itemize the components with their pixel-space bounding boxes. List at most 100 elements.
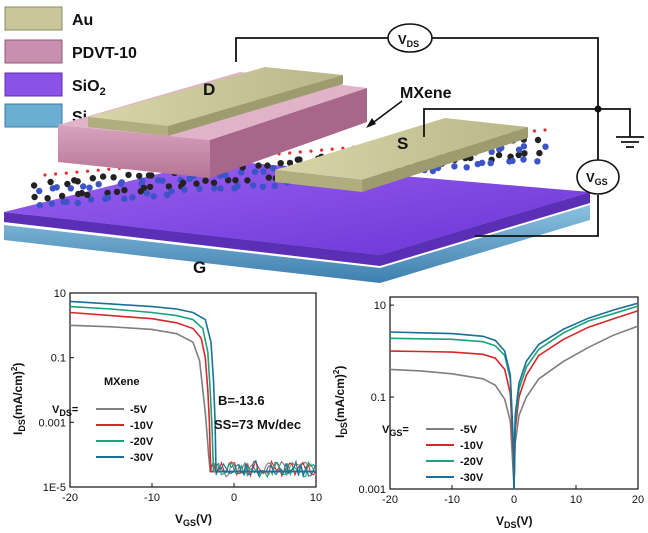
mxene-atom xyxy=(168,188,175,195)
mxene-atom xyxy=(36,187,43,195)
mxene-atom xyxy=(193,180,200,187)
mxene-atom xyxy=(31,193,38,201)
x-tick-label: -20 xyxy=(62,492,78,504)
pdvt-block-side xyxy=(210,88,367,178)
mxene-atom xyxy=(534,136,542,144)
mxene-atom xyxy=(320,148,324,152)
mxene-atom xyxy=(113,188,121,196)
mxene-atom xyxy=(543,128,547,132)
mxene-atom xyxy=(140,184,148,192)
mxene-atom xyxy=(288,151,292,155)
mxene-atom xyxy=(330,147,334,151)
mxene-atom xyxy=(478,159,486,166)
legend-label--10V: -10V xyxy=(460,440,484,452)
legend-label--10V: -10V xyxy=(130,420,154,432)
vds-meter: VDS xyxy=(387,23,433,53)
mxene-atom xyxy=(139,177,146,185)
legend-title: MXene xyxy=(104,376,139,388)
mxene-atom xyxy=(520,143,528,150)
mxene-atom xyxy=(63,198,70,206)
annotation: SS=73 Mv/dec xyxy=(214,417,301,432)
mxene-atom xyxy=(451,163,458,170)
transfer-curve-chart: -20 -10 0 10 10 0.1 0.001 1E-5 VGS(V) IDS(mA/cm)2… xyxy=(10,288,322,528)
mxene-atom xyxy=(146,183,154,191)
mxene-atom xyxy=(515,151,522,159)
mxene-atom xyxy=(521,150,528,157)
mxene-atom xyxy=(104,189,111,197)
legend-swatch-si xyxy=(4,103,63,128)
mxene-atom xyxy=(232,177,239,184)
circuit-wiring xyxy=(235,37,644,237)
mxene-atom xyxy=(74,178,81,185)
x-tick-label: -10 xyxy=(444,494,460,506)
mxene-atom xyxy=(244,177,251,184)
device-schematic: Au PDVT-10 SiO2 Si D S MXene G xyxy=(4,6,644,283)
mxene-atom xyxy=(296,156,303,163)
mxene-atom xyxy=(84,191,91,199)
mxene-label: MXene xyxy=(400,85,452,102)
legend-label-au: Au xyxy=(72,12,93,29)
series-noise--5V xyxy=(209,460,317,478)
mxene-atom xyxy=(211,185,218,192)
mxene-atom xyxy=(487,159,494,167)
mxene-atom xyxy=(86,184,93,191)
sio2-layer-side xyxy=(4,192,590,266)
x-tick-label: -20 xyxy=(382,494,398,506)
mxene-atom xyxy=(96,168,100,172)
x-tick-label: 10 xyxy=(570,494,582,506)
y-tick-label: 10 xyxy=(374,300,386,312)
mxene-atom xyxy=(48,200,56,207)
drain-electrode-front xyxy=(88,117,168,136)
mxene-atom xyxy=(95,181,102,188)
material-legend: Au PDVT-10 SiO2 Si xyxy=(4,6,137,128)
series-line--30V xyxy=(389,302,639,490)
mxene-atom xyxy=(36,202,44,209)
mxene-atom xyxy=(271,182,278,190)
mxene-pointer-head xyxy=(366,118,376,128)
svg-text:VGS: VGS xyxy=(586,170,608,187)
mxene-atom xyxy=(217,185,224,192)
mxene-atom xyxy=(136,172,143,180)
mxene-atom xyxy=(181,186,188,193)
series-line--10V xyxy=(69,311,316,473)
legend-label--20V: -20V xyxy=(130,436,154,448)
mxene-atom xyxy=(179,179,187,186)
y-tick-label: 0.001 xyxy=(38,417,66,429)
mxene-atom xyxy=(148,172,155,179)
mxene-atom xyxy=(255,162,262,169)
legend-swatch-au xyxy=(4,6,63,31)
si-substrate-side xyxy=(4,205,590,283)
legend-prefix: VGS= xyxy=(382,424,409,438)
circuit-node xyxy=(594,105,602,113)
mxene-atom xyxy=(44,195,51,202)
y-axis-label: IDS(mA/cm)2) xyxy=(332,366,349,438)
mxene-atom xyxy=(86,169,90,173)
source-electrode-side xyxy=(362,127,528,192)
mxene-atom xyxy=(222,172,229,179)
legend-label--5V: -5V xyxy=(130,404,148,416)
mxene-atom xyxy=(270,165,277,172)
svg-text:VDS: VDS xyxy=(398,32,419,49)
mxene-atom xyxy=(99,173,107,180)
y-tick-label: 0.1 xyxy=(51,353,66,365)
mxene-atom xyxy=(463,164,470,171)
mxene-atom xyxy=(238,169,245,176)
mxene-atom xyxy=(298,150,302,154)
mxene-atom xyxy=(80,183,87,190)
source-electrode-front xyxy=(275,170,362,192)
mxene-atom xyxy=(520,156,527,163)
mxene-atom xyxy=(251,168,259,175)
gate-label: G xyxy=(193,258,206,277)
mxene-atom xyxy=(534,158,541,165)
mxene-atom xyxy=(125,171,132,179)
legend-label--30V: -30V xyxy=(130,452,154,464)
mxene-atom xyxy=(509,157,516,165)
mxene-atom xyxy=(30,182,38,189)
drain-electrode-top xyxy=(88,67,343,126)
series-line--20V xyxy=(69,305,316,473)
mxene-atom xyxy=(225,177,232,184)
legend-label-sio2: SiO2 xyxy=(72,78,106,98)
legend-label--5V: -5V xyxy=(460,424,478,436)
legend-label--30V: -30V xyxy=(460,472,484,484)
mxene-pointer xyxy=(369,100,403,126)
